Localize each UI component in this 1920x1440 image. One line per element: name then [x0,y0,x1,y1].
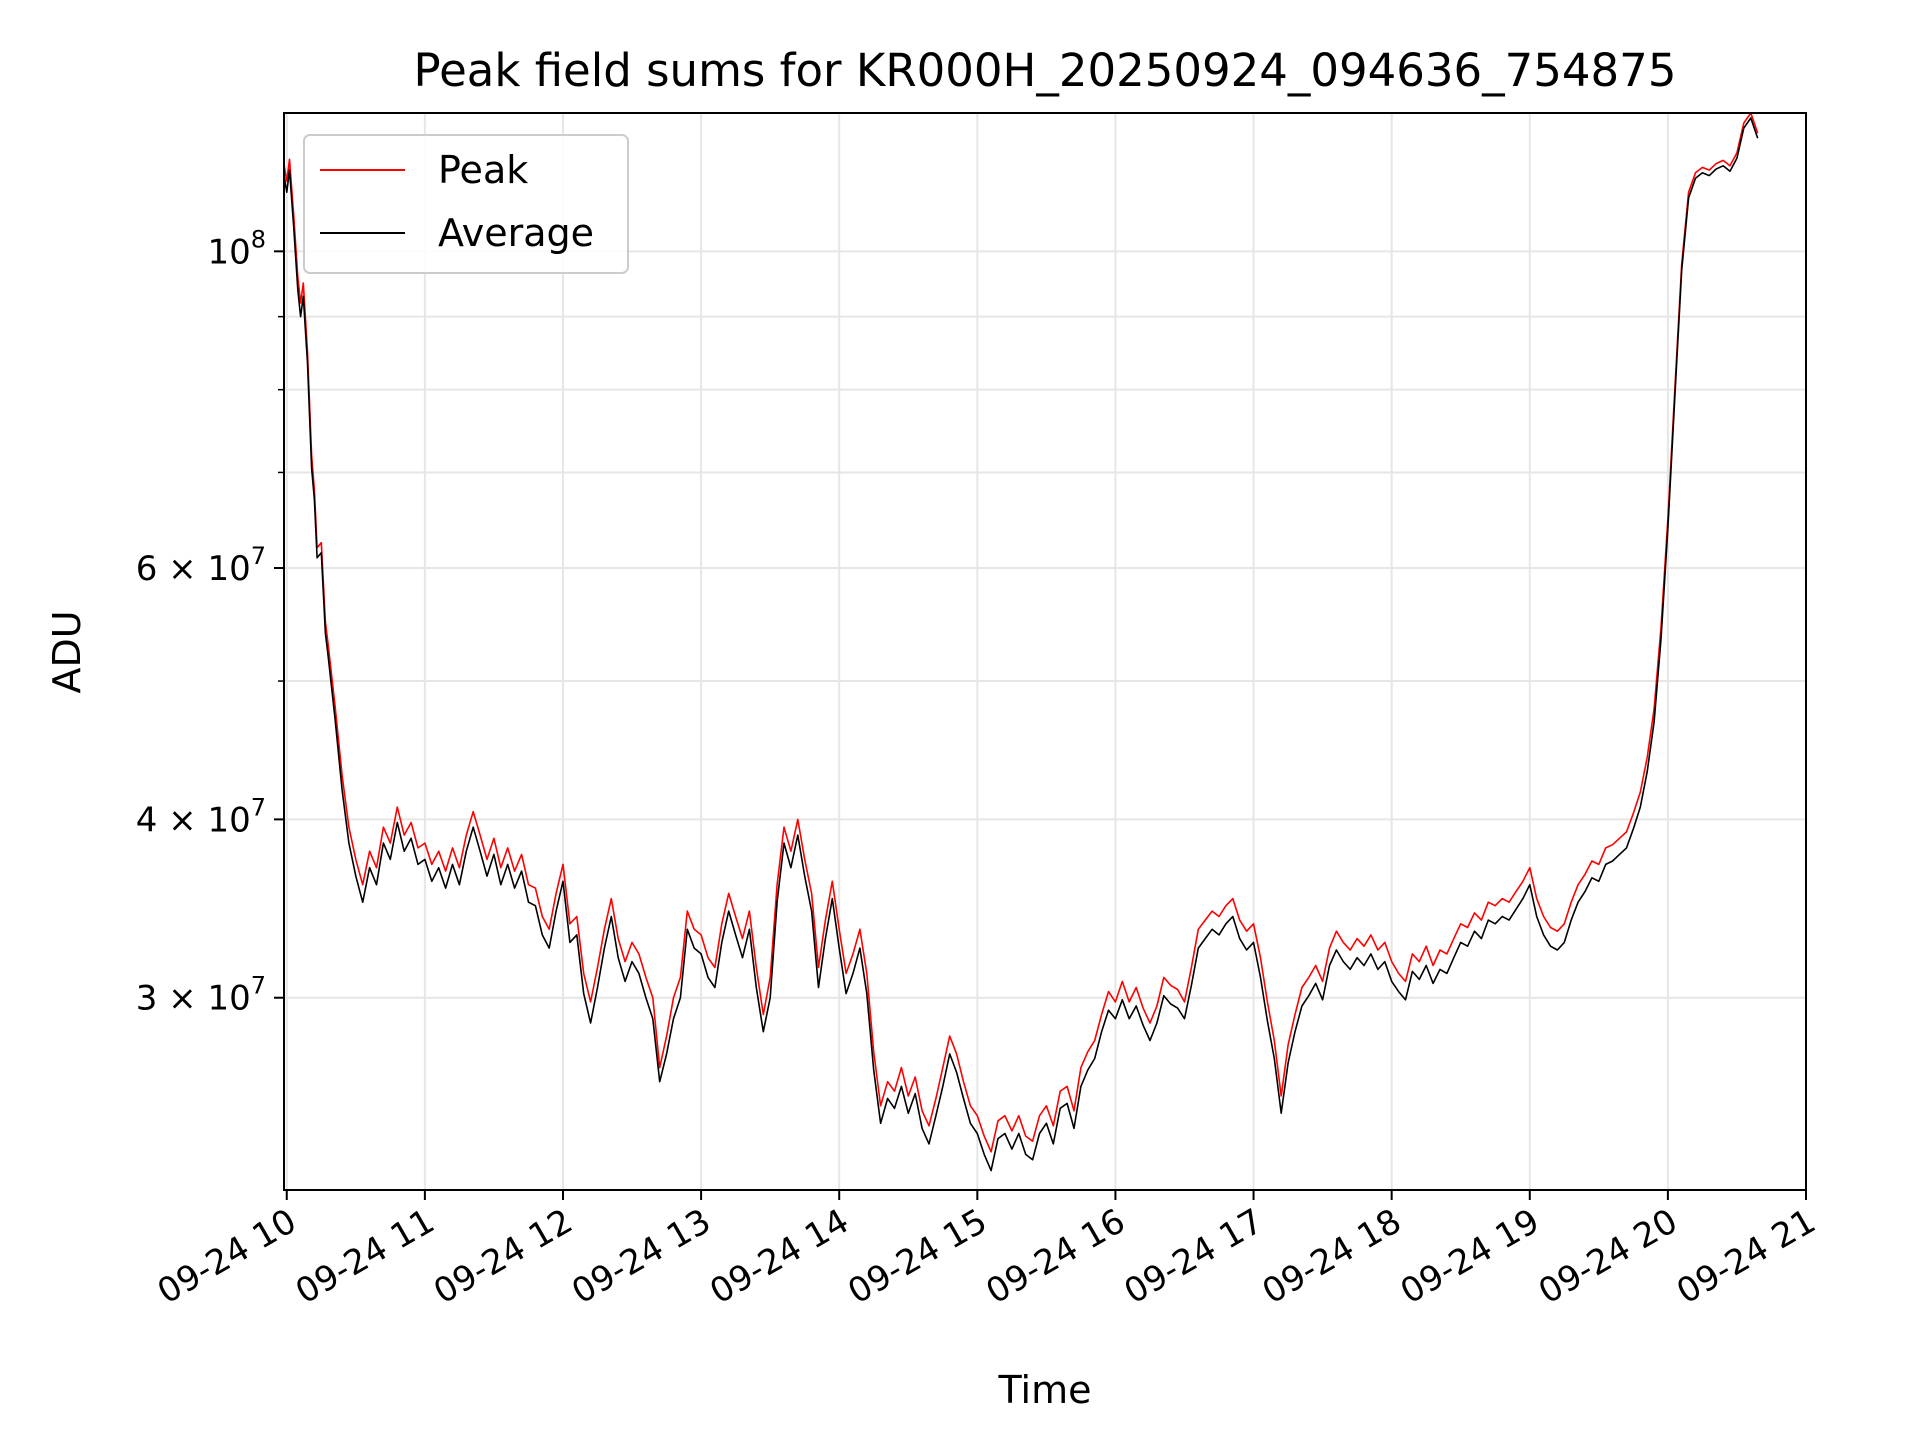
x-tick-label: 09-24 18 [1256,1201,1408,1312]
series-line-average [283,117,1759,1172]
legend: Peak Average [303,134,629,274]
x-tick-label: 09-24 15 [841,1201,993,1312]
y-tick-label: 3 × 107 [136,972,266,1019]
series-line-peak [283,112,1759,1153]
series-layer [283,112,1759,1172]
x-tick-label: 09-24 10 [151,1201,303,1312]
y-tick-label: 108 [207,225,266,272]
x-axis-label: Time [998,1368,1092,1412]
x-tick-label: 09-24 20 [1532,1201,1684,1312]
legend-label-peak: Peak [438,148,528,192]
legend-label-average: Average [438,211,594,255]
x-tick-label: 09-24 14 [703,1201,855,1312]
x-tick-label: 09-24 16 [980,1201,1132,1312]
y-axis: 3 × 107 4 × 107 6 × 107 108 [136,225,284,1019]
grid-lines [284,113,1807,1190]
y-tick-label: 6 × 107 [136,542,266,589]
x-tick-label: 09-24 17 [1118,1201,1270,1312]
x-tick-label: 09-24 13 [565,1201,717,1312]
y-tick-label: 4 × 107 [136,793,266,840]
y-axis-label: ADU [45,610,89,693]
x-tick-label: 09-24 21 [1670,1201,1822,1312]
x-tick-label: 09-24 11 [289,1201,441,1312]
plot-frame [283,112,1807,1191]
x-tick-label: 09-24 19 [1394,1201,1546,1312]
x-tick-label: 09-24 12 [427,1201,579,1312]
chart-title: Peak field sums for KR000H_20250924_0946… [414,44,1677,97]
